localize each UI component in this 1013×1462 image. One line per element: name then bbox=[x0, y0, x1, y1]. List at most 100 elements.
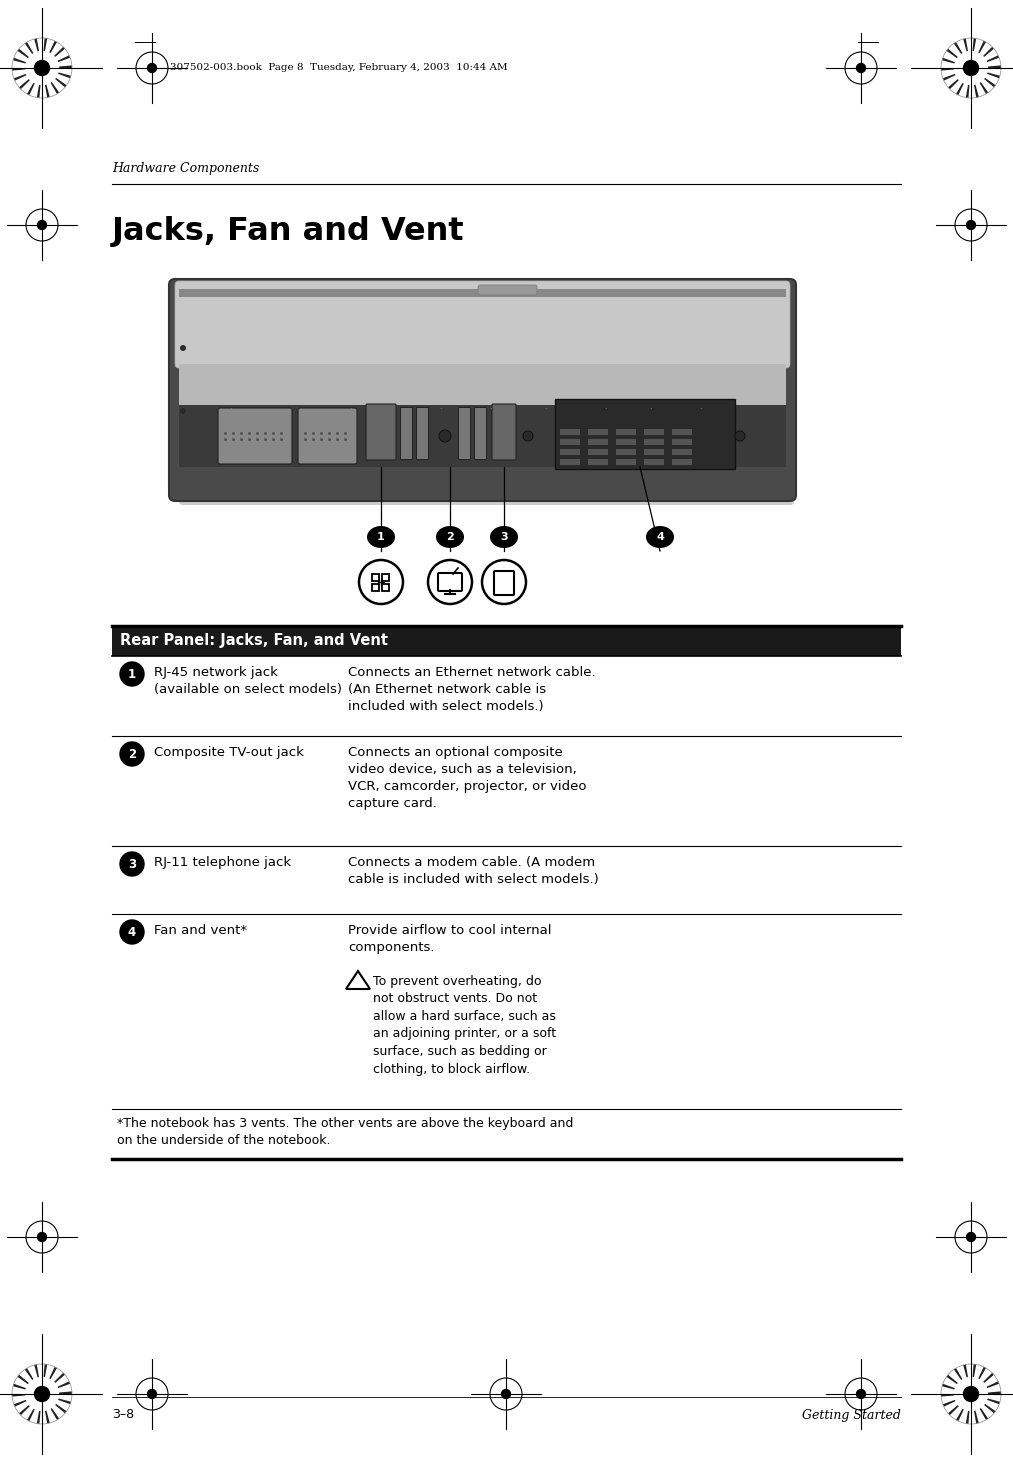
Wedge shape bbox=[986, 56, 999, 63]
Wedge shape bbox=[22, 80, 32, 92]
FancyBboxPatch shape bbox=[218, 408, 292, 463]
Wedge shape bbox=[27, 1408, 35, 1421]
FancyBboxPatch shape bbox=[478, 285, 537, 295]
Wedge shape bbox=[988, 1392, 1001, 1393]
Wedge shape bbox=[968, 38, 971, 51]
Wedge shape bbox=[960, 1409, 966, 1423]
Wedge shape bbox=[42, 85, 45, 98]
Text: ·: · bbox=[648, 405, 651, 415]
Wedge shape bbox=[52, 1370, 61, 1382]
FancyBboxPatch shape bbox=[366, 404, 396, 461]
Wedge shape bbox=[986, 1382, 999, 1389]
Wedge shape bbox=[941, 70, 955, 76]
Wedge shape bbox=[963, 1364, 968, 1379]
Wedge shape bbox=[987, 60, 1001, 66]
Wedge shape bbox=[976, 39, 982, 53]
Wedge shape bbox=[980, 1408, 989, 1420]
Wedge shape bbox=[12, 70, 26, 76]
Circle shape bbox=[37, 1232, 47, 1241]
Wedge shape bbox=[58, 72, 71, 79]
Circle shape bbox=[37, 221, 47, 230]
Wedge shape bbox=[12, 69, 25, 70]
Wedge shape bbox=[968, 1364, 971, 1377]
Text: 307502-003.book  Page 8  Tuesday, February 4, 2003  10:44 AM: 307502-003.book Page 8 Tuesday, February… bbox=[170, 63, 508, 73]
Wedge shape bbox=[44, 38, 48, 51]
Wedge shape bbox=[941, 63, 954, 67]
Wedge shape bbox=[983, 47, 994, 57]
Wedge shape bbox=[941, 1393, 954, 1396]
Ellipse shape bbox=[646, 526, 674, 548]
Circle shape bbox=[34, 60, 50, 76]
Circle shape bbox=[180, 408, 186, 414]
Bar bbox=[179, 405, 786, 466]
Bar bbox=[588, 449, 608, 455]
Wedge shape bbox=[988, 1395, 1001, 1399]
Wedge shape bbox=[56, 51, 68, 60]
Wedge shape bbox=[16, 76, 28, 85]
Wedge shape bbox=[981, 44, 991, 56]
Text: Jacks, Fan and Vent: Jacks, Fan and Vent bbox=[112, 216, 465, 247]
Wedge shape bbox=[55, 1404, 67, 1414]
Wedge shape bbox=[952, 1406, 961, 1418]
Circle shape bbox=[34, 1386, 50, 1402]
Circle shape bbox=[857, 63, 865, 73]
Wedge shape bbox=[52, 44, 61, 56]
Wedge shape bbox=[49, 41, 57, 54]
Circle shape bbox=[428, 560, 472, 604]
Wedge shape bbox=[976, 1366, 982, 1379]
Wedge shape bbox=[952, 80, 961, 92]
Wedge shape bbox=[965, 85, 969, 98]
Bar bbox=[112, 626, 901, 656]
Wedge shape bbox=[984, 77, 996, 88]
Bar bbox=[644, 449, 664, 455]
Bar bbox=[372, 583, 379, 591]
Text: To prevent overheating, do
not obstruct vents. Do not
allow a hard surface, such: To prevent overheating, do not obstruct … bbox=[373, 975, 556, 1076]
Bar bbox=[458, 406, 470, 459]
Bar bbox=[616, 459, 636, 465]
Wedge shape bbox=[59, 66, 72, 69]
Wedge shape bbox=[57, 56, 70, 63]
Wedge shape bbox=[983, 1373, 994, 1383]
Bar bbox=[560, 439, 580, 444]
Bar bbox=[672, 459, 692, 465]
FancyBboxPatch shape bbox=[179, 289, 786, 297]
Wedge shape bbox=[19, 1405, 30, 1415]
Text: Connects an Ethernet network cable.
(An Ethernet network cable is
included with : Connects an Ethernet network cable. (An … bbox=[348, 667, 596, 713]
Bar bbox=[616, 449, 636, 455]
Wedge shape bbox=[58, 1386, 72, 1392]
Wedge shape bbox=[985, 1377, 997, 1386]
Circle shape bbox=[963, 60, 979, 76]
Wedge shape bbox=[941, 69, 954, 70]
Text: ·: · bbox=[699, 405, 701, 415]
Wedge shape bbox=[34, 38, 40, 53]
Wedge shape bbox=[942, 57, 955, 64]
Wedge shape bbox=[53, 1405, 63, 1417]
Circle shape bbox=[954, 51, 988, 85]
Wedge shape bbox=[31, 83, 37, 96]
Text: RJ-45 network jack
(available on select models): RJ-45 network jack (available on select … bbox=[154, 667, 342, 696]
Wedge shape bbox=[986, 75, 998, 83]
Wedge shape bbox=[944, 53, 956, 61]
Wedge shape bbox=[12, 63, 25, 67]
Wedge shape bbox=[944, 1379, 956, 1387]
Wedge shape bbox=[29, 1366, 36, 1379]
Bar bbox=[416, 406, 428, 459]
Wedge shape bbox=[17, 48, 29, 58]
Wedge shape bbox=[943, 1399, 956, 1406]
Wedge shape bbox=[44, 1364, 48, 1377]
Wedge shape bbox=[941, 1389, 954, 1393]
Wedge shape bbox=[978, 41, 986, 54]
FancyBboxPatch shape bbox=[555, 399, 735, 469]
Wedge shape bbox=[972, 1364, 977, 1377]
Wedge shape bbox=[948, 79, 959, 89]
Wedge shape bbox=[973, 83, 979, 98]
Text: *The notebook has 3 vents. The other vents are above the keyboard and
on the und: *The notebook has 3 vents. The other ven… bbox=[116, 1117, 573, 1148]
Text: 4: 4 bbox=[128, 925, 136, 939]
Wedge shape bbox=[946, 1374, 958, 1385]
Bar bbox=[588, 428, 608, 436]
Wedge shape bbox=[948, 1405, 959, 1415]
Wedge shape bbox=[954, 42, 962, 54]
Wedge shape bbox=[956, 1408, 964, 1421]
Text: Getting Started: Getting Started bbox=[802, 1408, 901, 1421]
Bar bbox=[672, 428, 692, 436]
